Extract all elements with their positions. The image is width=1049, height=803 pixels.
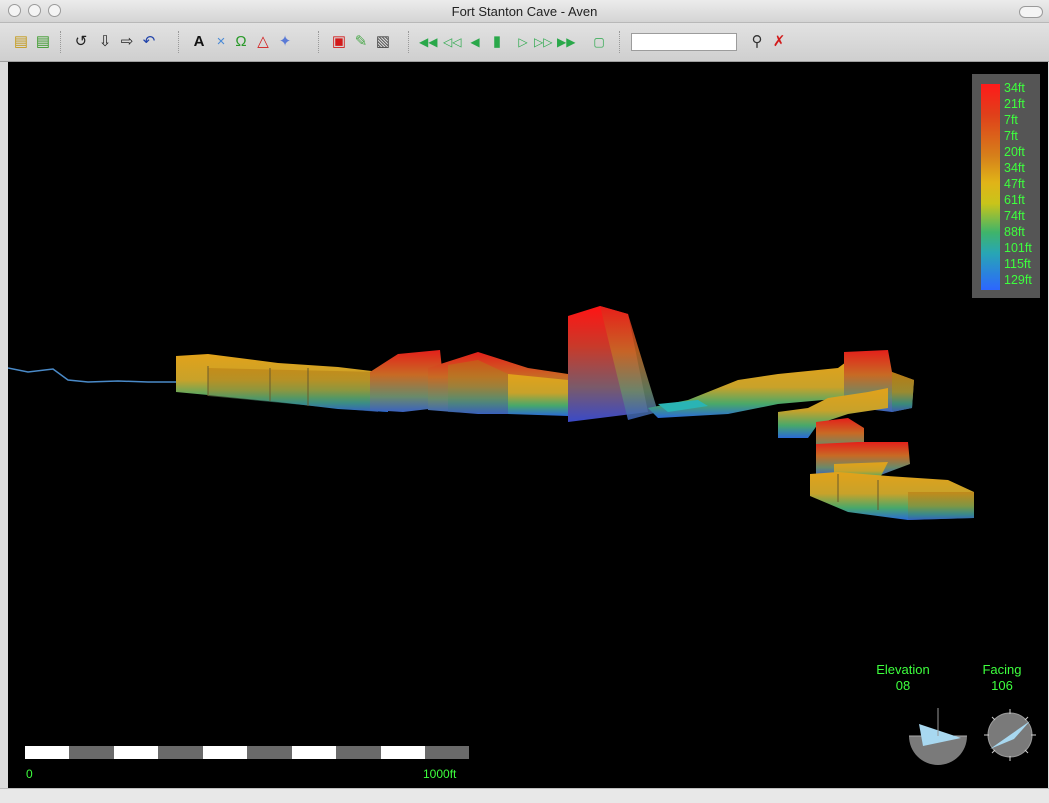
- fast-forward-icon[interactable]: ▷▷: [534, 35, 553, 49]
- depth-legend: 34ft 21ft 7ft 7ft 20ft 34ft 47ft 61ft 74…: [972, 74, 1040, 298]
- elevation-label: Elevation: [876, 662, 930, 677]
- legend-label: 115ft: [1004, 257, 1031, 271]
- toolbar: ▤ ▤ ↺ ⇩ ⇨ ↶ A × Ω △ ✦ ▣ ✎ ▧ ◀◀ ◁◁ ◀ ▮ ▷ …: [0, 23, 1049, 62]
- legend-label: 129ft: [1004, 273, 1032, 287]
- legend-label: 34ft: [1004, 161, 1025, 175]
- title-bar: Fort Stanton Cave - Aven: [0, 0, 1049, 23]
- cave-model-graphic: [8, 306, 974, 520]
- elevation-value: 08: [895, 678, 911, 693]
- open-folder-icon[interactable]: ▤: [13, 33, 29, 50]
- omega-icon[interactable]: Ω: [235, 33, 247, 50]
- cross-icon[interactable]: ×: [216, 33, 226, 50]
- window-title: Fort Stanton Cave - Aven: [451, 4, 598, 19]
- scale-bar: [25, 746, 469, 759]
- legend-label: 7ft: [1004, 113, 1018, 127]
- rotate-left-icon[interactable]: ↺: [74, 33, 88, 50]
- open-folder-add-icon[interactable]: ▤: [35, 33, 51, 50]
- pencil-icon[interactable]: ✎: [354, 33, 368, 50]
- box-icon[interactable]: ▣: [331, 33, 347, 50]
- legend-label: 101ft: [1004, 241, 1032, 255]
- stop-icon[interactable]: ▢: [593, 35, 605, 49]
- zoom-window-button[interactable]: [48, 4, 61, 17]
- toolbar-toggle-button[interactable]: [1019, 6, 1043, 18]
- facing-compass-icon[interactable]: [980, 705, 1040, 765]
- warning-icon[interactable]: △: [257, 33, 269, 50]
- cave-3d-view[interactable]: 34ft 21ft 7ft 7ft 20ft 34ft 47ft 61ft 74…: [8, 62, 1048, 788]
- pin-icon[interactable]: ✦: [278, 33, 292, 50]
- step-back-icon[interactable]: ◀: [470, 35, 480, 49]
- right-arrow-icon[interactable]: ⇨: [120, 33, 134, 50]
- pattern-icon[interactable]: ▧: [375, 33, 391, 50]
- legend-label: 47ft: [1004, 177, 1025, 191]
- down-arrow-icon[interactable]: ⇩: [98, 33, 112, 50]
- close-window-button[interactable]: [8, 4, 21, 17]
- play-icon[interactable]: ▷: [518, 35, 528, 49]
- legend-label: 74ft: [1004, 209, 1025, 223]
- status-bar: [0, 788, 1049, 803]
- legend-label: 20ft: [1004, 145, 1025, 159]
- legend-label: 88ft: [1004, 225, 1025, 239]
- scale-start-label: 0: [26, 767, 33, 781]
- facing-value: 106: [991, 678, 1013, 693]
- forward-fast-icon[interactable]: ▶▶: [557, 35, 576, 49]
- undo-icon[interactable]: ↶: [142, 33, 156, 50]
- zoom-icon[interactable]: ⚲: [751, 33, 763, 50]
- rewind-fast-icon[interactable]: ◀◀: [419, 35, 438, 49]
- pause-icon[interactable]: ▮: [492, 33, 502, 50]
- legend-label: 21ft: [1004, 97, 1025, 111]
- legend-label: 61ft: [1004, 193, 1025, 207]
- label-icon[interactable]: A: [193, 33, 205, 50]
- depth-color-scale: [981, 84, 1000, 290]
- remove-icon[interactable]: ✗: [772, 33, 786, 50]
- search-input[interactable]: [631, 33, 737, 51]
- legend-label: 34ft: [1004, 81, 1025, 95]
- scale-end-label: 1000ft: [423, 767, 457, 781]
- rewind-icon[interactable]: ◁◁: [443, 35, 462, 49]
- elevation-gauge-icon[interactable]: [903, 702, 973, 772]
- facing-label: Facing: [982, 662, 1022, 677]
- minimize-window-button[interactable]: [28, 4, 41, 17]
- legend-label: 7ft: [1004, 129, 1018, 143]
